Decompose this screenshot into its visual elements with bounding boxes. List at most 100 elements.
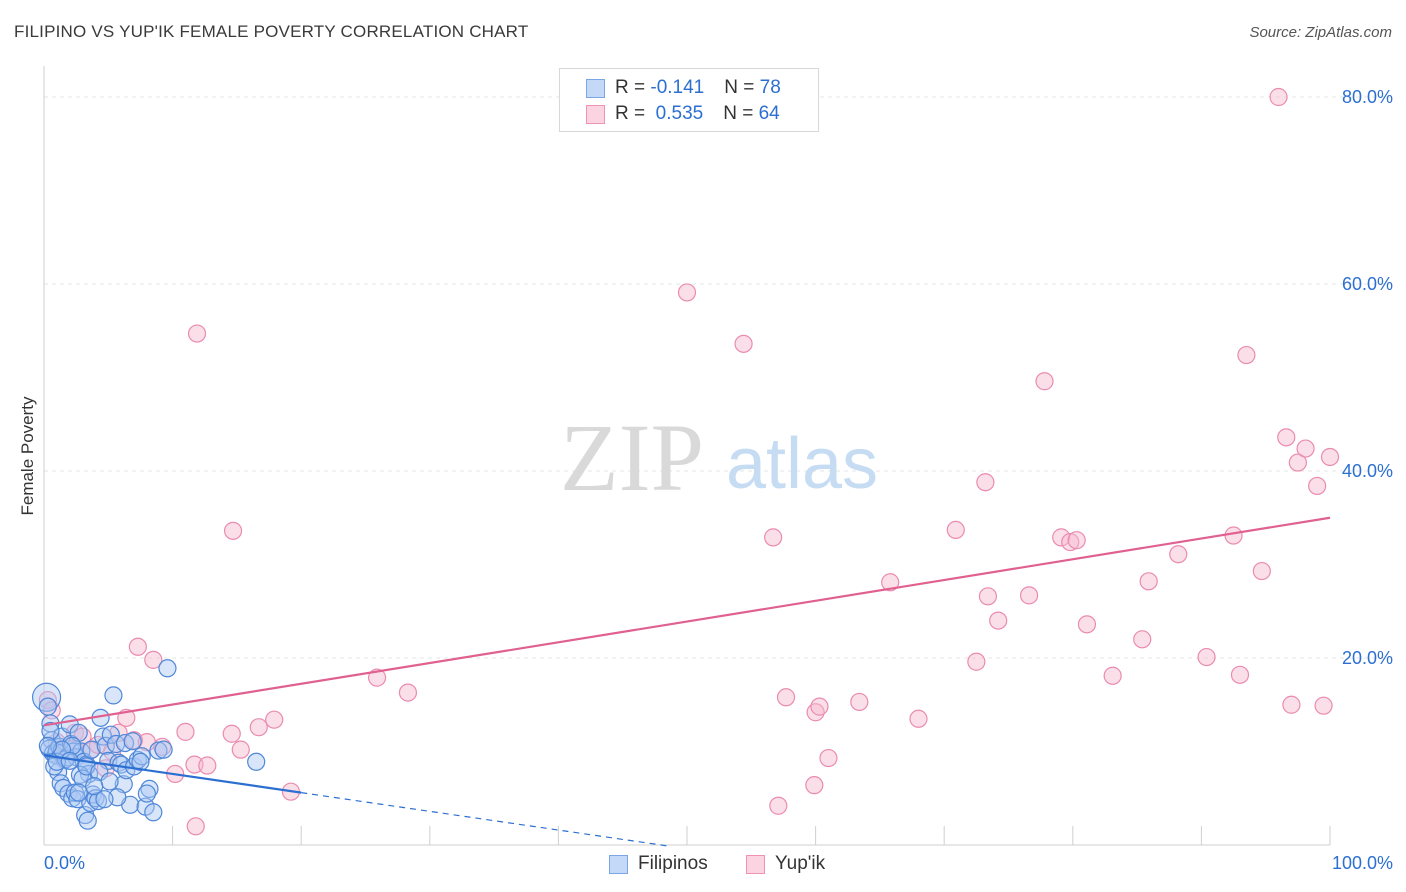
filipino-point: [38, 697, 57, 716]
yupik-point: [946, 520, 965, 540]
legend-r-label: R =: [615, 77, 651, 98]
yupik-point: [776, 688, 796, 707]
filipino-point: [69, 723, 88, 742]
filipino-point: [38, 736, 57, 755]
filipino-point: [101, 725, 120, 744]
yupik-point: [764, 528, 783, 547]
legend-r-value: 0.535: [650, 103, 704, 124]
watermark: ZIP atlas: [560, 404, 878, 511]
filipino-point: [132, 747, 151, 766]
filipino-point: [104, 686, 123, 705]
yupik-point: [231, 740, 250, 759]
yupik-point: [989, 611, 1008, 630]
yupik-point: [38, 690, 57, 710]
yupik-point: [398, 683, 418, 702]
yupik-point: [1320, 447, 1340, 467]
filipino-point: [78, 811, 97, 830]
yupik-point: [850, 692, 869, 712]
yupik-point: [185, 755, 204, 774]
bottom-legend-swatch-pink: [746, 854, 765, 874]
legend-r-value: -0.141: [650, 77, 705, 98]
yupik-point: [144, 650, 163, 669]
legend-swatch-blue: [586, 78, 605, 98]
filipino-point: [158, 659, 177, 678]
yupik-point: [909, 709, 928, 728]
yupik-point: [881, 573, 900, 592]
yupik-point: [1061, 532, 1080, 552]
yupik-point: [223, 521, 243, 540]
yupik-point: [1277, 428, 1296, 447]
filipino-point: [137, 784, 156, 803]
yupik-point: [819, 748, 838, 768]
filipino-point: [82, 740, 101, 759]
legend-n-label: N =: [723, 103, 759, 124]
watermark-zip: ZIP: [560, 404, 704, 511]
legend-row-filipinos: R = -0.141 N = 78: [586, 76, 781, 100]
yupik-point: [1224, 526, 1243, 545]
filipino-point: [149, 741, 168, 760]
filipino-point: [123, 732, 142, 751]
filipino-point: [69, 783, 88, 802]
yupik-point: [967, 652, 986, 671]
yupik-point: [1067, 531, 1086, 550]
bottom-legend-filipinos: Filipinos: [609, 851, 708, 877]
bottom-legend-label-filipinos: Filipinos: [638, 853, 708, 874]
filipino-trend-line: [43, 754, 302, 794]
yupik-point: [1169, 545, 1188, 564]
yupik-point: [1296, 439, 1315, 458]
yupik-point: [1282, 695, 1301, 714]
yupik-point: [1230, 665, 1250, 684]
legend-row-yupik: R = 0.535 N = 64: [586, 102, 780, 126]
filipino-trend-extension: [301, 792, 668, 847]
yupik-point: [265, 710, 284, 729]
yupik-point: [128, 637, 147, 656]
yupik-point: [1077, 615, 1097, 634]
yupik-point: [1252, 561, 1271, 581]
filipino-point: [100, 772, 119, 791]
legend-r-label: R =: [615, 103, 651, 124]
legend-n-label: N =: [724, 77, 760, 98]
filipino-point: [247, 752, 266, 771]
tick-labels: 20.0% 40.0% 60.0% 80.0% 0.0% 100.0%: [44, 87, 1393, 873]
yupik-point: [1103, 666, 1122, 685]
yupik-point: [769, 796, 788, 815]
filipino-point: [114, 775, 133, 794]
yupik-point: [734, 334, 753, 353]
y-tick-label: 80.0%: [1342, 87, 1393, 107]
yupik-point: [1052, 528, 1071, 547]
yupik-trend-line: [43, 516, 1331, 727]
yupik-point: [1035, 372, 1054, 391]
filipino-point: [85, 776, 104, 796]
correlation-legend: R = -0.141 N = 78 R = 0.535 N = 64: [559, 68, 819, 132]
y-tick-label: 40.0%: [1342, 461, 1393, 481]
yupik-point: [810, 697, 829, 716]
yupik-point: [1197, 647, 1216, 667]
yupik-point: [222, 724, 241, 743]
yupik-point: [1314, 696, 1333, 715]
yupik-point: [805, 776, 824, 795]
y-tick-label: 60.0%: [1342, 274, 1393, 294]
filipino-point: [154, 740, 173, 759]
trend-lines: [43, 516, 1331, 847]
yupik-point: [978, 587, 998, 606]
filipino-point: [41, 721, 60, 741]
yupik-point: [976, 473, 995, 492]
filipino-point: [144, 803, 163, 822]
grid-lines: [44, 96, 1395, 659]
filipino-point: [88, 791, 108, 811]
yupik-point: [187, 324, 207, 343]
yupik-point: [1237, 345, 1256, 365]
yupik-point: [186, 817, 205, 836]
bottom-legend-yupik: Yup'ik: [746, 851, 825, 877]
yupik-point: [1269, 87, 1288, 107]
yupik-point: [367, 668, 387, 687]
chart-source: Source: ZipAtlas.com: [1249, 24, 1392, 41]
yupik-point: [677, 283, 697, 302]
x-tick-label: 100.0%: [1332, 853, 1393, 873]
yupik-point: [1019, 586, 1039, 605]
filipino-point: [63, 736, 82, 755]
yupik-point: [198, 756, 217, 775]
yupik-point: [1133, 630, 1152, 649]
yupik-point: [1308, 476, 1327, 496]
